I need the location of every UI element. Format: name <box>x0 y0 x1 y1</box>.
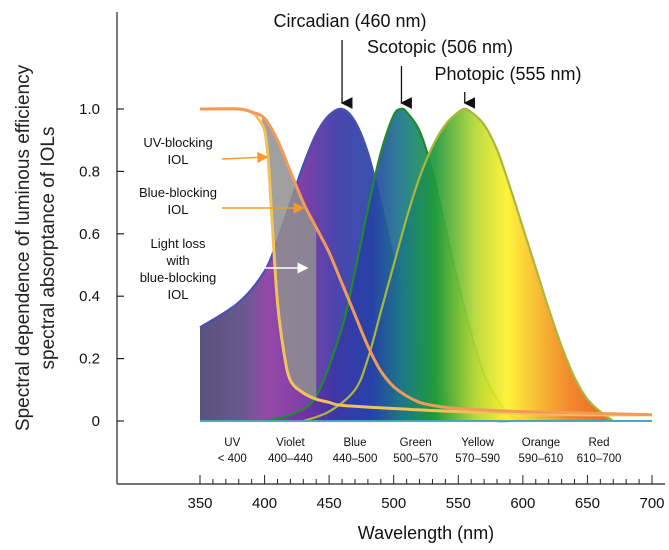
band-range: 590–610 <box>519 453 564 465</box>
uv-iol-arrow <box>221 151 269 164</box>
x-tick-label: 500 <box>381 495 406 512</box>
x-tick-label: 650 <box>575 495 600 512</box>
band-range: 610–700 <box>577 453 622 465</box>
annotation-text: blue-blocking <box>140 270 217 285</box>
band-name: Yellow <box>461 437 495 449</box>
peak-label: Scotopic (506 nm) <box>367 37 513 57</box>
band-range: 400–440 <box>268 453 313 465</box>
annotation-text: IOL <box>168 202 189 217</box>
x-tick-label: 400 <box>252 495 277 512</box>
annotations: UV-blocking IOL Blue-blocking IOL Light loss… <box>139 135 309 302</box>
area-photopic <box>303 109 614 421</box>
band-name: Orange <box>522 437 560 449</box>
x-axis-label: Wavelength (nm) <box>358 523 494 543</box>
y-tick-label: 0.2 <box>79 351 100 368</box>
band-name: Red <box>588 437 609 449</box>
band-range: 570–590 <box>455 453 500 465</box>
y-axis-label-line2: spectral absorptance of IOLs <box>38 127 59 370</box>
annotation-text: with <box>165 253 189 268</box>
x-tick-label: 550 <box>446 495 471 512</box>
annotation-text: IOL <box>168 152 189 167</box>
line-photopic <box>302 107 614 423</box>
x-ticks: 350 400 450 500 550 600 650 700 <box>187 475 665 512</box>
band-name: Violet <box>276 437 305 449</box>
plot-layer <box>199 107 653 423</box>
x-tick-label: 450 <box>317 495 342 512</box>
y-tick-label: 0.8 <box>79 163 100 180</box>
band-range: < 400 <box>218 453 247 465</box>
band-name: UV <box>224 437 240 449</box>
y-tick-label: 0.4 <box>79 288 100 305</box>
band-name: Green <box>400 437 432 449</box>
peak-labels: Circadian (460 nm) Scotopic (506 nm) Photo… <box>273 11 582 109</box>
annotation-text: IOL <box>168 287 189 302</box>
area-circadian <box>200 108 510 422</box>
band-range: 500–570 <box>393 453 438 465</box>
annotation-text: Blue-blocking <box>139 185 217 200</box>
y-tick-label: 0 <box>92 413 100 430</box>
band-range: 440–500 <box>333 453 378 465</box>
y-tick-label: 0.6 <box>79 226 100 243</box>
peak-label: Photopic (555 nm) <box>434 64 581 84</box>
line-blue-blocking-iol <box>199 107 653 417</box>
y-tick-label: 1.0 <box>79 101 100 118</box>
y-axis-label-line1: Spectral dependence of luminous efficien… <box>13 64 34 431</box>
annotation-text: UV-blocking <box>143 135 212 150</box>
annotation-text: Light loss <box>151 236 206 251</box>
light-loss-area <box>262 117 317 400</box>
x-tick-label: 600 <box>510 495 535 512</box>
band-labels: UV < 400 Violet 400–440 Blue 440–500 Green 500–… <box>218 437 622 465</box>
peak-label: Circadian (460 nm) <box>273 11 426 31</box>
x-tick-label: 350 <box>187 495 212 512</box>
x-tick-label: 700 <box>639 495 664 512</box>
band-name: Blue <box>343 437 366 449</box>
y-ticks: 0 0.2 0.4 0.6 0.8 1.0 <box>79 101 124 430</box>
